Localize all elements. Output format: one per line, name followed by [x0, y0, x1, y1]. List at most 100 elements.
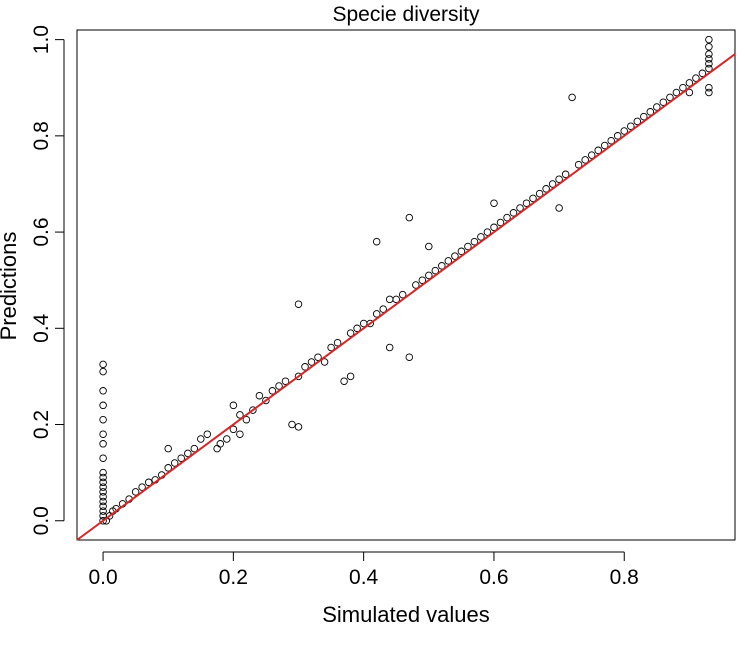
data-point [236, 411, 244, 419]
data-point [333, 338, 342, 347]
data-point [197, 435, 205, 443]
data-point [679, 83, 687, 92]
data-point [275, 382, 283, 390]
data-point [340, 377, 348, 385]
data-point [288, 420, 296, 429]
data-point [301, 363, 309, 371]
data-point [483, 228, 492, 236]
data-point [99, 497, 107, 506]
data-point [685, 88, 694, 97]
data-point [555, 175, 563, 183]
data-point [223, 435, 231, 443]
data-point [705, 55, 713, 63]
data-point [587, 151, 596, 159]
data-point [99, 430, 107, 438]
data-point [99, 387, 107, 395]
data-point [392, 295, 400, 304]
data-point [607, 136, 615, 145]
data-point [516, 204, 524, 212]
y-tick-label: 1.0 [30, 25, 53, 54]
data-point [99, 401, 107, 410]
data-point [457, 247, 466, 256]
data-point [307, 358, 316, 366]
data-point [568, 93, 576, 102]
data-point [698, 69, 707, 78]
data-point [535, 189, 544, 198]
data-point [529, 194, 537, 203]
data-point [705, 88, 713, 97]
data-point [672, 88, 681, 97]
data-point [633, 117, 642, 126]
data-point [216, 440, 225, 448]
data-point [405, 213, 414, 222]
data-point [99, 488, 107, 496]
data-point [242, 415, 251, 424]
data-point [425, 271, 433, 280]
data-point [236, 430, 244, 438]
data-point [294, 423, 303, 431]
data-point [229, 401, 238, 410]
data-point [412, 281, 420, 289]
data-point [581, 156, 589, 164]
data-point [705, 50, 713, 58]
data-point [600, 141, 609, 150]
data-point [555, 204, 563, 212]
data-point [184, 449, 192, 458]
data-point [99, 360, 107, 369]
data-point [170, 459, 179, 467]
data-point [249, 406, 257, 414]
data-point [379, 305, 387, 313]
data-point [685, 79, 694, 87]
y-tick-label: 0.6 [30, 217, 53, 246]
data-point [398, 290, 407, 299]
x-axis: 0.0 0.2 0.4 0.6 0.8 [88, 551, 639, 589]
x-tick-label: 0.6 [479, 566, 508, 589]
chart-title: Specie diversity [332, 3, 480, 26]
data-point [99, 478, 107, 487]
data-point [320, 358, 329, 366]
data-point [705, 59, 713, 68]
data-point [418, 276, 427, 284]
data-point [490, 223, 498, 232]
data-point [666, 93, 674, 102]
data-point [646, 108, 655, 116]
y-axis: 0.0 0.2 0.4 0.6 0.8 1.0 [30, 25, 65, 535]
data-point [477, 233, 485, 241]
data-point [405, 353, 414, 361]
data-point [138, 483, 146, 491]
data-point [131, 488, 140, 496]
data-point [385, 295, 394, 304]
data-point [705, 43, 713, 51]
x-axis-label: Simulated values [322, 602, 490, 627]
data-point [213, 444, 221, 453]
data-point [705, 64, 713, 73]
data-point [503, 213, 511, 222]
data-point [548, 180, 557, 188]
data-point [144, 478, 153, 487]
data-point [438, 262, 446, 270]
data-point [705, 83, 713, 92]
data-point [372, 310, 381, 318]
data-point [294, 300, 303, 308]
points-layer [99, 35, 713, 525]
data-point [574, 160, 583, 169]
data-point [294, 372, 303, 381]
y-tick-label: 0.8 [30, 121, 53, 150]
y-tick-label: 0.0 [30, 506, 53, 535]
fit-line [76, 53, 736, 541]
data-point [229, 425, 238, 434]
data-point [561, 170, 570, 179]
data-point [451, 252, 459, 260]
data-point [99, 468, 107, 477]
data-point [346, 372, 355, 381]
data-point [542, 185, 550, 193]
data-point [99, 502, 107, 511]
data-point [164, 464, 172, 472]
data-point [99, 454, 107, 462]
data-point [372, 237, 381, 246]
data-point [177, 454, 185, 462]
data-point [99, 415, 107, 424]
data-point [255, 391, 264, 400]
data-point [190, 444, 199, 453]
